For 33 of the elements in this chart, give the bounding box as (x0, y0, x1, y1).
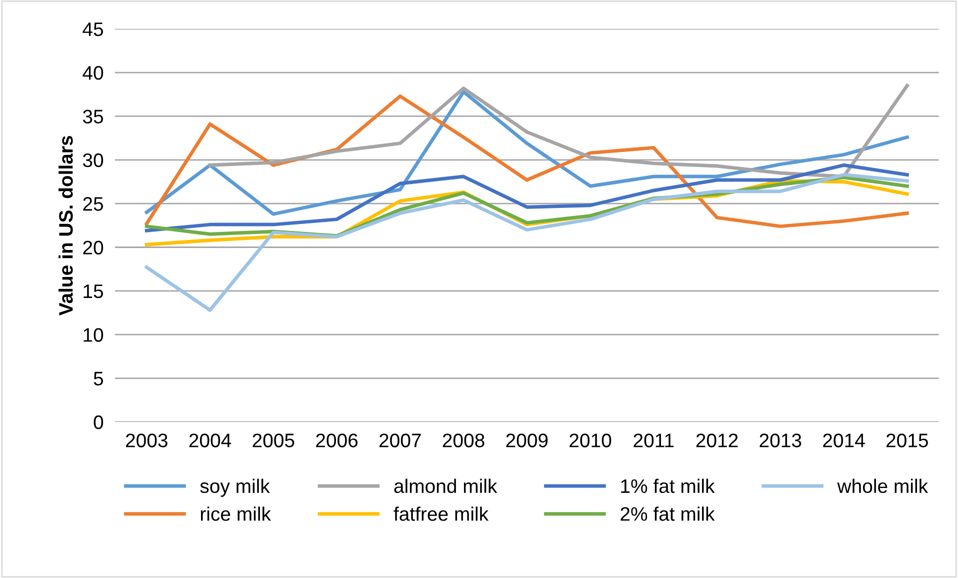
x-tick-label: 2012 (696, 434, 738, 448)
legend-label: rice milk (200, 506, 271, 521)
legend-label: fatfree milk (394, 506, 489, 521)
x-tick-label: 2011 (634, 434, 674, 448)
legend-label: 1% fat milk (621, 478, 715, 494)
y-tick-label: 25 (83, 197, 104, 211)
x-tick-label: 2014 (823, 434, 865, 448)
line-series (144, 173, 909, 312)
line-series (144, 163, 909, 232)
y-tick-label: 10 (84, 328, 104, 342)
y-tick-label: 5 (94, 372, 104, 386)
legend-label: soy milk (200, 478, 270, 497)
y-tick-label: 40 (82, 66, 104, 80)
x-tick-label: 2005 (252, 434, 294, 448)
x-tick-label: 2010 (570, 434, 612, 448)
y-tick-label: 20 (83, 240, 104, 254)
x-tick-label: 2004 (189, 434, 232, 448)
y-tick-label: 30 (82, 153, 104, 168)
legend-label: 2% fat milk (620, 506, 715, 521)
x-tick-label: 2009 (506, 434, 548, 448)
x-tick-label: 2006 (316, 434, 358, 448)
legend-label: whole milk (837, 478, 928, 494)
x-tick-label: 2003 (126, 434, 168, 448)
y-tick-label: 0 (94, 415, 104, 430)
legend-label: almond milk (394, 478, 498, 494)
x-tick-label: 2015 (886, 434, 928, 448)
x-tick-label: 2007 (380, 434, 421, 448)
y-tick-label: 35 (82, 110, 104, 124)
x-tick-label: 2013 (760, 434, 802, 448)
y-tick-label: 15 (84, 284, 104, 298)
y-axis-title: Value in US. dollars (58, 136, 73, 316)
y-tick-label: 45 (82, 22, 104, 36)
x-tick-label: 2008 (442, 434, 484, 448)
